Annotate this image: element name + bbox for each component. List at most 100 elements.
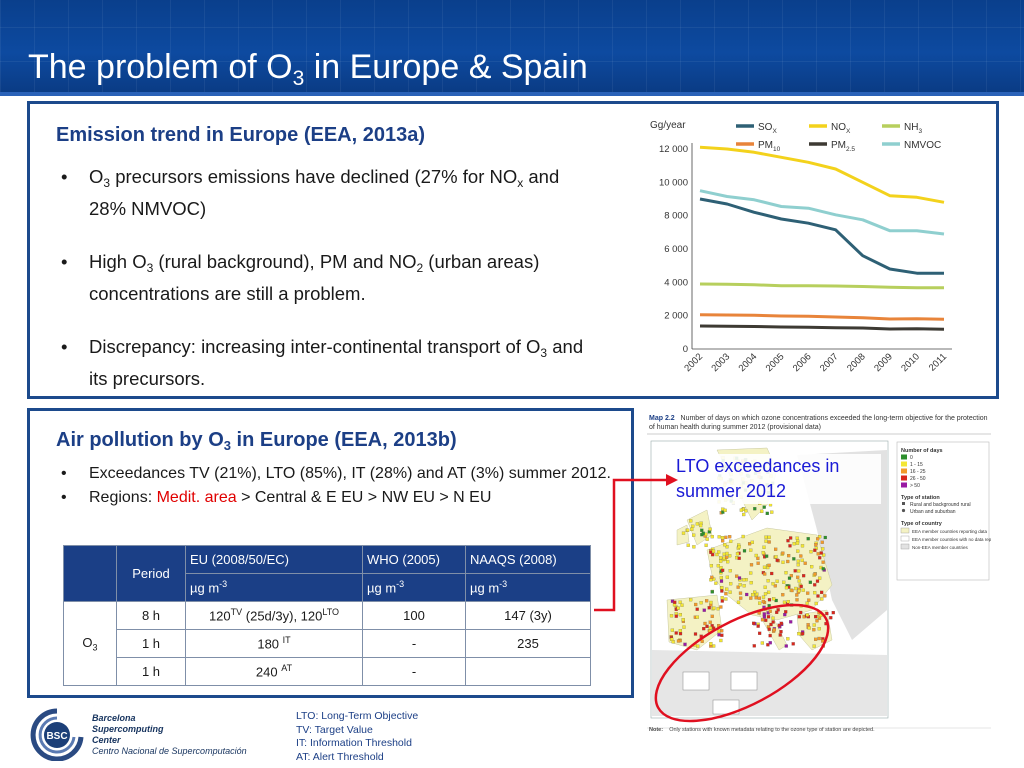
station-marker: [720, 596, 724, 600]
legend-label: PM10: [758, 140, 781, 153]
station-marker: [764, 618, 768, 622]
station-marker: [775, 558, 779, 562]
mediterranean-ellipse: [654, 603, 830, 723]
station-marker: [797, 615, 801, 619]
station-marker: [702, 627, 706, 631]
chart-ylabel: Gg/year: [650, 120, 686, 131]
station-marker: [767, 627, 771, 631]
station-marker: [762, 612, 766, 616]
station-marker: [710, 590, 714, 594]
station-marker: [817, 636, 821, 641]
station-marker: [735, 552, 740, 556]
station-marker: [745, 592, 749, 597]
station-marker: [757, 631, 762, 635]
station-marker: [750, 593, 755, 597]
table-eu-cell: 120TV (25d/3y), 120LTO: [185, 601, 363, 630]
station-marker: [799, 610, 803, 615]
station-marker: [723, 508, 727, 513]
station-marker: [806, 591, 810, 595]
y-tick-label: 12 000: [659, 144, 688, 155]
legend-country-swatch: [900, 535, 910, 542]
inset-canarias: [682, 671, 710, 691]
series-line: [699, 189, 945, 236]
air-pollution-bullets: Exceedances TV (21%), LTO (85%), IT (28%…: [59, 463, 619, 511]
station-marker: [710, 575, 714, 579]
station-marker: [772, 628, 777, 632]
station-marker: [710, 553, 715, 557]
station-marker: [763, 572, 767, 576]
station-marker: [716, 607, 720, 611]
station-marker: [674, 614, 678, 618]
station-marker: [781, 593, 785, 597]
station-marker: [737, 576, 742, 580]
station-marker: [711, 644, 716, 648]
legend-days-swatch: [901, 475, 907, 481]
legend-station-title: Type of station: [901, 495, 940, 501]
legend-station-label: Urban and suburban: [910, 509, 956, 515]
legend-days-title: Number of days: [901, 448, 943, 454]
station-marker: [767, 598, 772, 602]
station-marker: [738, 583, 742, 587]
central-europe-land: [706, 527, 833, 621]
station-marker: [761, 595, 766, 599]
station-marker: [762, 615, 767, 619]
station-marker: [813, 591, 817, 595]
station-marker: [761, 551, 765, 555]
station-marker: [787, 554, 791, 558]
series-line: [699, 324, 945, 331]
station-marker: [749, 548, 753, 552]
table-head-period: Period: [116, 545, 186, 602]
station-marker: [749, 571, 753, 575]
station-marker: [695, 615, 700, 619]
station-marker: [696, 644, 700, 648]
abbreviation-notes: LTO: Long-Term Objective TV: Target Valu…: [296, 710, 418, 764]
series-line: [699, 145, 945, 204]
station-marker: [786, 637, 790, 641]
station-marker: [819, 551, 823, 555]
station-marker: [810, 565, 814, 569]
station-marker: [725, 575, 730, 579]
station-marker: [678, 632, 683, 636]
station-marker: [728, 554, 732, 558]
legend-label: NMVOC: [904, 140, 941, 151]
x-tick-label: 2008: [845, 351, 868, 374]
station-marker: [774, 555, 778, 559]
station-marker: [799, 554, 803, 558]
station-marker: [737, 545, 741, 549]
table-eu-cell: 180 IT: [185, 629, 363, 658]
station-marker: [807, 598, 811, 602]
station-marker: [763, 585, 767, 589]
bullet-regions: Regions: Medit. area > Central & E EU > …: [59, 487, 619, 509]
station-marker: [742, 584, 746, 588]
station-marker: [710, 614, 714, 618]
station-marker: [741, 534, 745, 539]
station-marker: [791, 642, 795, 646]
station-marker: [800, 558, 804, 562]
station-marker: [723, 543, 727, 547]
legend-country-swatch: [900, 527, 910, 534]
station-marker: [823, 535, 827, 540]
station-marker: [766, 615, 771, 619]
station-marker: [689, 598, 693, 602]
station-marker: [796, 549, 800, 553]
station-marker: [737, 556, 741, 560]
station-marker: [782, 580, 786, 584]
station-marker: [770, 571, 774, 576]
red-pointer-arrow: [594, 474, 678, 612]
legend-station-dot: [901, 508, 906, 513]
station-marker: [724, 592, 728, 596]
station-marker: [678, 600, 682, 604]
legend-label: SOX: [758, 122, 777, 135]
station-marker: [753, 507, 757, 511]
station-marker: [680, 603, 684, 607]
station-marker: [681, 531, 686, 535]
station-marker: [673, 600, 677, 604]
station-marker: [757, 596, 762, 600]
station-marker: [720, 535, 725, 540]
station-marker: [802, 574, 806, 578]
station-marker: [752, 590, 757, 594]
station-marker: [813, 583, 817, 587]
station-marker: [674, 631, 678, 635]
station-marker: [754, 553, 758, 558]
table-naaqs-cell: [465, 657, 591, 686]
